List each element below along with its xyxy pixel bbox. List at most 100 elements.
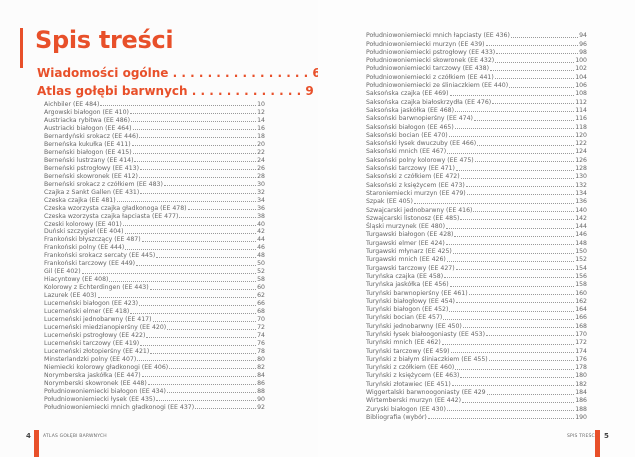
toc-entry[interactable]: Berneński lustrzany (EE 414) 24 xyxy=(44,156,265,164)
toc-entry[interactable]: Południowoniemiecki tarczowy (EE 438) 102 xyxy=(366,64,587,72)
toc-entry[interactable]: Saksoński polny kolorowy (EE 475) 126 xyxy=(366,155,587,164)
toc-entry[interactable]: Saksońska jaskółka (EE 468) 114 xyxy=(366,106,587,114)
toc-entry[interactable]: Saksoński tarczowy (EE 471) 128 xyxy=(366,164,587,172)
toc-entry[interactable]: Norymberska jaskółka (EE 447) 84 xyxy=(44,371,265,379)
toc-entry[interactable]: Czeska czajka (EE 481) 34 xyxy=(44,196,265,204)
toc-entry[interactable]: Turyński jednobarwny (EE 450) 168 xyxy=(366,321,587,330)
toc-entry[interactable]: Południowoniemiecki ze śliniaczkiem (EE … xyxy=(366,81,587,89)
toc-entry[interactable]: Turgawski młynarz (EE 425) 150 xyxy=(366,247,587,255)
toc-entry[interactable]: Austriacka rybitwa (EE 486) 14 xyxy=(44,116,265,124)
toc-entry[interactable]: Hiacyntowy (EE 408) 58 xyxy=(44,275,265,283)
toc-entry[interactable]: Lucerneński białogon (EE 423) 66 xyxy=(44,299,265,307)
toc-entry[interactable]: Południowoniemiecki mnich łapciasty (EE … xyxy=(366,31,587,39)
toc-entry[interactable]: Zuryski białogon (EE 430) 188 xyxy=(366,404,587,413)
toc-entry-label: Południowoniemiecki pstrogłowy (EE 433) xyxy=(366,48,496,56)
running-header: SPIS TREŚCI xyxy=(567,434,597,439)
toc-entry[interactable]: Norymberski skowronek (EE 448) 86 xyxy=(44,379,265,387)
toc-entry[interactable]: Szwajcarski listonosz (EE 485) 142 xyxy=(366,214,587,222)
heading-atlas[interactable]: Atlas gołębi barwnych . . . . . . . . . … xyxy=(37,84,314,98)
toc-entry[interactable]: Turgawski białogon (EE 428) 146 xyxy=(366,230,587,238)
toc-entry[interactable]: Berneński srokacz z czółkiem (EE 483) 30 xyxy=(44,180,265,188)
toc-entry[interactable]: Południowoniemiecki mnich gładkonogi (EE… xyxy=(44,403,265,411)
toc-entry[interactable]: Staroniemiecki murzyn (EE 479) 134 xyxy=(366,189,587,197)
toc-entry[interactable]: Południowoniemiecki skowronek (EE 432) 10… xyxy=(366,56,587,64)
toc-entry[interactable]: Turgawski tarczowy (EE 427) 154 xyxy=(366,263,587,272)
toc-entry-label: Saksońska czajka (EE 469) xyxy=(366,90,449,98)
toc-entry[interactable]: Turyńska jaskółka (EE 456) 158 xyxy=(366,280,587,288)
toc-entry-page: 178 xyxy=(575,364,587,372)
toc-entry[interactable]: Saksoński łysek dwuczuby (EE 466) 122 xyxy=(366,139,587,147)
toc-entry[interactable]: Berneńska kukułka (EE 411) 20 xyxy=(44,140,265,148)
toc-entry[interactable]: Turyński z czółkiem (EE 460) 178 xyxy=(366,363,587,371)
toc-entry[interactable]: Czeska wzorzysta czajka gładkonoga (EE 4… xyxy=(44,204,265,212)
toc-entry[interactable]: Minsterlandzki polny (EE 407) 80 xyxy=(44,355,265,363)
toc-entry[interactable]: Czeska wzorzysta czajka łapciasta (EE 47… xyxy=(44,212,265,220)
toc-entry[interactable]: Niemiecki kolorowy gładkonogi (EE 406) 82 xyxy=(44,363,265,371)
toc-entry[interactable]: Wiggertalski barwnoogoniasty (EE 429 184 xyxy=(366,388,587,396)
toc-entry-label: Saksońska jaskółka (EE 468) xyxy=(366,106,454,114)
toc-entry[interactable]: Berneński pstrogłowy (EE 413) 26 xyxy=(44,164,265,172)
footer-accent-bar xyxy=(595,430,600,457)
dot-leader xyxy=(137,360,257,362)
toc-entry[interactable]: Południowoniemiecki białogon (EE 434) 88 xyxy=(44,387,265,395)
toc-entry[interactable]: Lazurek (EE 403) 62 xyxy=(44,291,265,299)
toc-entry[interactable]: Turyński tarczowy (EE 459) 174 xyxy=(366,346,587,355)
toc-entry[interactable]: Austriacki białogon (EE 464) 16 xyxy=(44,124,265,132)
toc-entry[interactable]: Szpak (EE 405) 136 xyxy=(366,197,587,205)
toc-entry[interactable]: Szwajcarski jednobarwny (EE 416) 140 xyxy=(366,205,587,214)
toc-entry[interactable]: Frankoński srokacz sercaty (EE 445) 48 xyxy=(44,251,265,259)
toc-entry[interactable]: Duński szczygieł (EE 404) 42 xyxy=(44,228,265,235)
heading-general-info[interactable]: Wiadomości ogólne . . . . . . . . . . . … xyxy=(37,66,321,80)
toc-entry[interactable]: Turyński bocian (EE 457) 166 xyxy=(366,313,587,321)
toc-entry[interactable]: Lucerneński pstrogłowy (EE 422) 74 xyxy=(44,331,265,339)
toc-entry[interactable]: Turyński białogon (EE 452) 164 xyxy=(366,305,587,313)
toc-entry[interactable]: Aichbiler (EE 484) 10 xyxy=(44,100,265,108)
toc-entry-label: Południowoniemiecki mnich łapciasty (EE … xyxy=(366,32,510,40)
toc-entry[interactable]: Saksoński bocian (EE 470) 120 xyxy=(366,131,587,139)
toc-entry-page: 66 xyxy=(257,300,265,308)
toc-entry[interactable]: Śląski murzynek (EE 480) 144 xyxy=(366,222,587,230)
toc-entry[interactable]: Saksoński z czółkiem (EE 472) 130 xyxy=(366,172,587,180)
toc-entry[interactable]: Turyński mnich (EE 462) 172 xyxy=(366,338,587,346)
toc-entry[interactable]: Wirtemberski murzyn (EE 442) 186 xyxy=(366,396,587,404)
toc-entry[interactable]: Lucerneński miedzianopierśny (EE 420) 72 xyxy=(44,323,265,331)
toc-entry[interactable]: Frankoński polny (EE 444) 46 xyxy=(44,243,265,251)
toc-entry[interactable]: Argowski białogon (EE 410) 12 xyxy=(44,108,265,116)
toc-entry[interactable]: Turyńska czajka (EE 458) 156 xyxy=(366,272,587,280)
toc-entry[interactable]: Frankoński tarczowy (EE 449) 50 xyxy=(44,259,265,267)
dot-leader xyxy=(443,318,575,320)
toc-entry[interactable]: Turgawski mnich (EE 426) 152 xyxy=(366,255,587,263)
toc-entry[interactable]: Południowoniemiecki z czółkiem (EE 441) 1… xyxy=(366,72,587,81)
toc-entry[interactable]: Lucerneński jednobarwny (EE 417) 70 xyxy=(44,315,265,323)
toc-entry[interactable]: Kolorowy z Echterdingen (EE 443) 60 xyxy=(44,283,265,291)
toc-entry[interactable]: Południowoniemiecki murzyn (EE 439) 96 xyxy=(366,39,587,48)
toc-entry[interactable]: Turgawski elmer (EE 424) 148 xyxy=(366,238,587,247)
toc-entry[interactable]: Saksoński z księżycem (EE 473) 132 xyxy=(366,180,587,189)
toc-entry[interactable]: Lucerneński tarczowy (EE 419) 76 xyxy=(44,339,265,347)
toc-entry[interactable]: Czajka z Sankt Gallen (EE 431) 32 xyxy=(44,188,265,196)
toc-entry-label: Aichbiler (EE 484) xyxy=(44,100,100,108)
toc-entry[interactable]: Południowoniemiecki łysek (EE 435) 90 xyxy=(44,395,265,403)
toc-entry[interactable]: Turyński złotawiec (EE 451) 182 xyxy=(366,379,587,388)
toc-entry[interactable]: Saksońska czajka (EE 469) 108 xyxy=(366,89,587,97)
toc-entry[interactable]: Turyński łysek białoogoniasty (EE 453) 17… xyxy=(366,330,587,338)
dot-leader xyxy=(455,269,575,271)
toc-entry[interactable]: Saksoński białogon (EE 465) 118 xyxy=(366,122,587,131)
toc-entry[interactable]: Saksoński mnich (EE 467) 124 xyxy=(366,147,587,155)
toc-entry[interactable]: Lucerneński elmer (EE 418) 68 xyxy=(44,307,265,315)
toc-entry[interactable]: Turyński z księżycem (EE 463) 180 xyxy=(366,371,587,379)
toc-entry[interactable]: Lucerneński złotopierśny (EE 421) 78 xyxy=(44,347,265,355)
toc-entry[interactable]: Bernardyński srokacz (EE 446) 18 xyxy=(44,132,265,140)
toc-entry[interactable]: Berneński skowronek (EE 412) 28 xyxy=(44,172,265,180)
toc-entry[interactable]: Saksoński barwnopierśny (EE 474) 116 xyxy=(366,114,587,122)
toc-entry[interactable]: Bibliografia (wybór) 190 xyxy=(366,413,587,421)
toc-entry[interactable]: Turyński z białym śliniaczkiem (EE 455) 1… xyxy=(366,355,587,363)
toc-entry[interactable]: Berneński białogon (EE 415) 22 xyxy=(44,148,265,156)
toc-entry[interactable]: Turyński barwnopierśny (EE 461) 160 xyxy=(366,288,587,297)
toc-entry[interactable]: Turyński białogłowy (EE 454) 162 xyxy=(366,297,587,305)
toc-entry[interactable]: Południowoniemiecki pstrogłowy (EE 433) 9… xyxy=(366,48,587,56)
toc-entry[interactable]: Czeski kolorowy (EE 401) 40 xyxy=(44,220,265,228)
toc-entry[interactable]: Gil (EE 402) 52 xyxy=(44,267,265,275)
toc-entry[interactable]: Frankoński błyszczący (EE 487) 44 xyxy=(44,235,265,243)
toc-entry[interactable]: Saksońska czajka białoskrzydła (EE 476) 1… xyxy=(366,97,587,106)
